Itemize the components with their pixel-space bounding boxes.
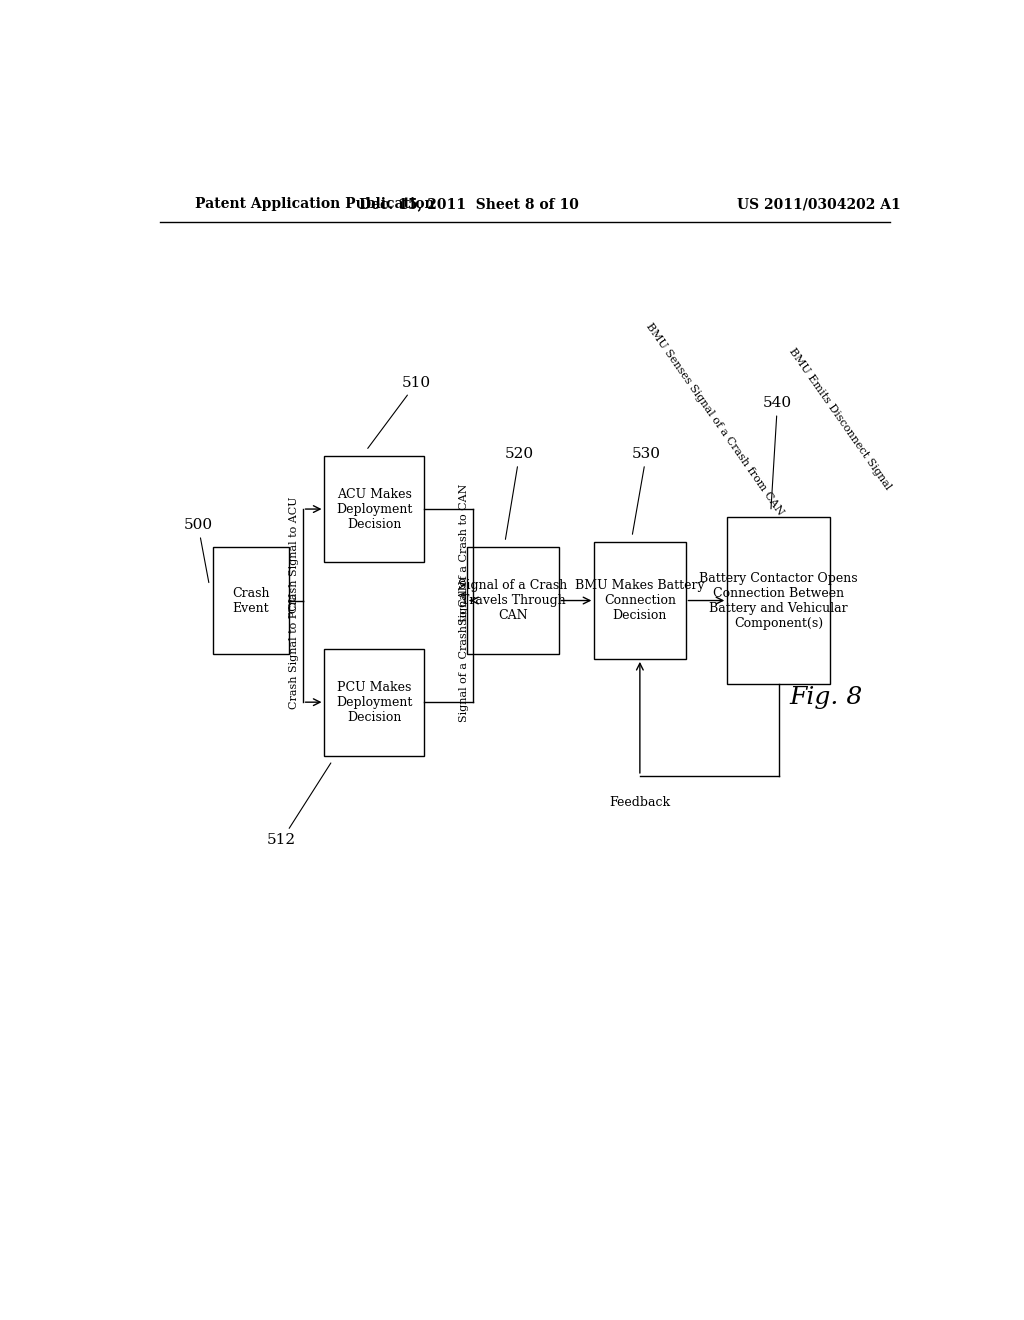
- FancyBboxPatch shape: [467, 548, 558, 653]
- Text: 530: 530: [632, 447, 660, 535]
- Text: Fig. 8: Fig. 8: [790, 685, 863, 709]
- Text: BMU Makes Battery
Connection
Decision: BMU Makes Battery Connection Decision: [575, 579, 705, 622]
- FancyBboxPatch shape: [727, 516, 830, 684]
- Text: Crash Signal to PCU: Crash Signal to PCU: [289, 594, 299, 709]
- FancyBboxPatch shape: [213, 548, 289, 653]
- Text: ACU Makes
Deployment
Decision: ACU Makes Deployment Decision: [336, 487, 413, 531]
- Text: 510: 510: [368, 376, 431, 449]
- Text: PCU Makes
Deployment
Decision: PCU Makes Deployment Decision: [336, 681, 413, 723]
- Text: Signal of a Crash to CAN: Signal of a Crash to CAN: [459, 484, 469, 626]
- FancyBboxPatch shape: [325, 649, 424, 755]
- FancyBboxPatch shape: [325, 455, 424, 562]
- Text: Patent Application Publication: Patent Application Publication: [196, 197, 435, 211]
- Text: Battery Contactor Opens
Connection Between
Battery and Vehicular
Component(s): Battery Contactor Opens Connection Betwe…: [699, 572, 858, 630]
- Text: 500: 500: [183, 519, 213, 582]
- Text: BMU Senses Signal of a Crash from CAN: BMU Senses Signal of a Crash from CAN: [644, 321, 785, 516]
- FancyBboxPatch shape: [594, 543, 685, 659]
- Text: Signal of a Crash
Travels Through
CAN: Signal of a Crash Travels Through CAN: [459, 579, 567, 622]
- Text: Signal of a Crash to CAN: Signal of a Crash to CAN: [459, 581, 469, 722]
- Text: Feedback: Feedback: [609, 796, 671, 809]
- Text: BMU Emits Disconnect Signal: BMU Emits Disconnect Signal: [786, 346, 893, 491]
- Text: 540: 540: [763, 396, 792, 508]
- Text: US 2011/0304202 A1: US 2011/0304202 A1: [736, 197, 900, 211]
- Text: Crash
Event: Crash Event: [232, 586, 269, 615]
- Text: Dec. 15, 2011  Sheet 8 of 10: Dec. 15, 2011 Sheet 8 of 10: [359, 197, 580, 211]
- Text: Crash Signal to ACU: Crash Signal to ACU: [289, 496, 299, 612]
- Text: 512: 512: [267, 763, 331, 847]
- Text: 520: 520: [505, 447, 535, 540]
